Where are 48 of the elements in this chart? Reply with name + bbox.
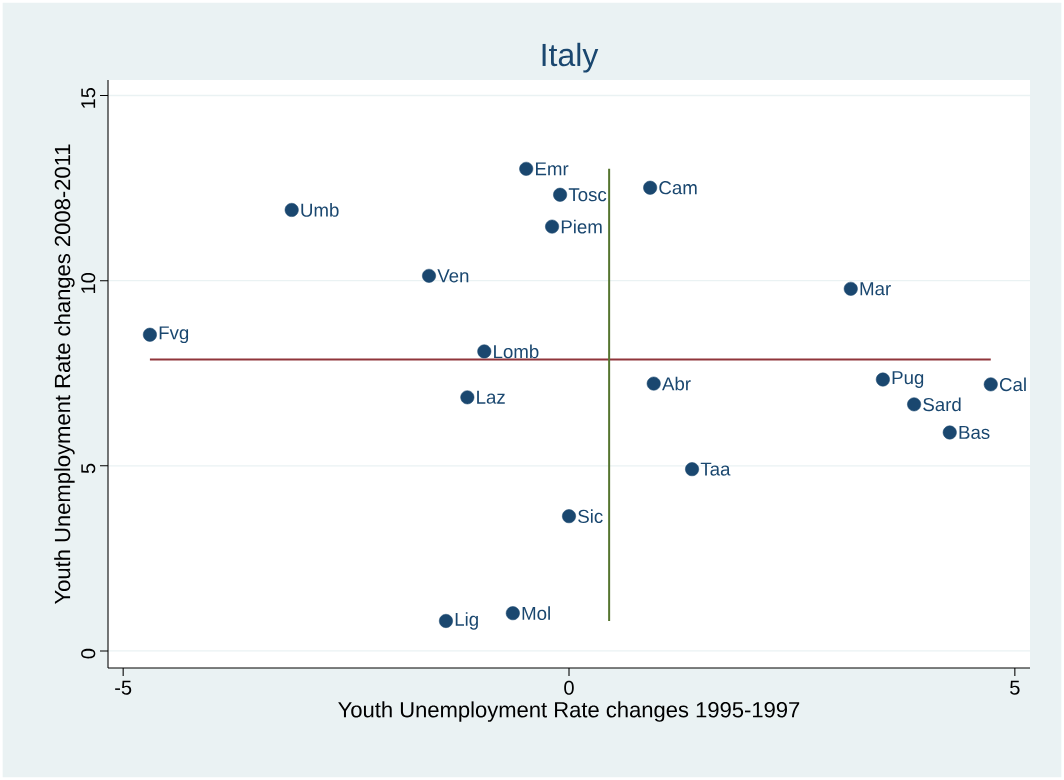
annotation: Tosc	[568, 188, 607, 202]
point	[460, 390, 475, 405]
x-tick-label: -5	[115, 680, 132, 695]
annotation: Abr	[662, 376, 691, 391]
annotation: Cal	[999, 377, 1026, 392]
x-axis-title: Youth Unemployment Rate changes 1995-1997	[338, 701, 800, 722]
y-tick-label: 10	[81, 273, 96, 293]
point	[875, 372, 890, 387]
point	[843, 281, 858, 296]
point	[477, 344, 492, 359]
point	[545, 219, 559, 234]
annotation: Emr	[536, 162, 569, 176]
annotation: Sard	[923, 397, 961, 412]
annotation: Lomb	[494, 344, 539, 359]
point	[646, 376, 661, 391]
point	[505, 606, 520, 621]
y-tick-label: 5	[81, 463, 96, 474]
point	[439, 614, 453, 628]
annotation: Cam	[659, 181, 697, 195]
point	[422, 268, 436, 283]
point	[643, 180, 658, 195]
annotation: Pug	[892, 371, 924, 388]
point	[942, 425, 957, 440]
annotation: Taa	[700, 462, 731, 476]
point	[685, 462, 699, 477]
point	[142, 327, 157, 342]
point	[562, 509, 576, 524]
point	[907, 397, 922, 412]
annotation: Bas	[959, 425, 990, 440]
annotation: Umb	[301, 203, 339, 217]
point	[284, 203, 299, 217]
annotation: Sic	[578, 509, 603, 524]
y-tick-label: 15	[81, 87, 96, 108]
point	[983, 377, 998, 392]
y-tick-label: 0	[81, 648, 96, 659]
annotation: Lig	[455, 612, 478, 630]
point	[553, 187, 568, 202]
y-axis-title: Youth Unemployment Rate changes 2008-2011	[54, 144, 75, 605]
annotation: Piem	[561, 219, 602, 234]
x-tick-label: 5	[1010, 680, 1020, 695]
x-tick-label: 0	[564, 680, 574, 695]
annotation: Mol	[522, 606, 550, 621]
annotation: Mar	[860, 282, 891, 296]
annotation: Laz	[477, 390, 505, 404]
annotation: Ven	[437, 269, 469, 283]
point	[519, 161, 534, 176]
chart-title: Italy	[542, 42, 599, 73]
annotation: Fvg	[159, 326, 189, 344]
